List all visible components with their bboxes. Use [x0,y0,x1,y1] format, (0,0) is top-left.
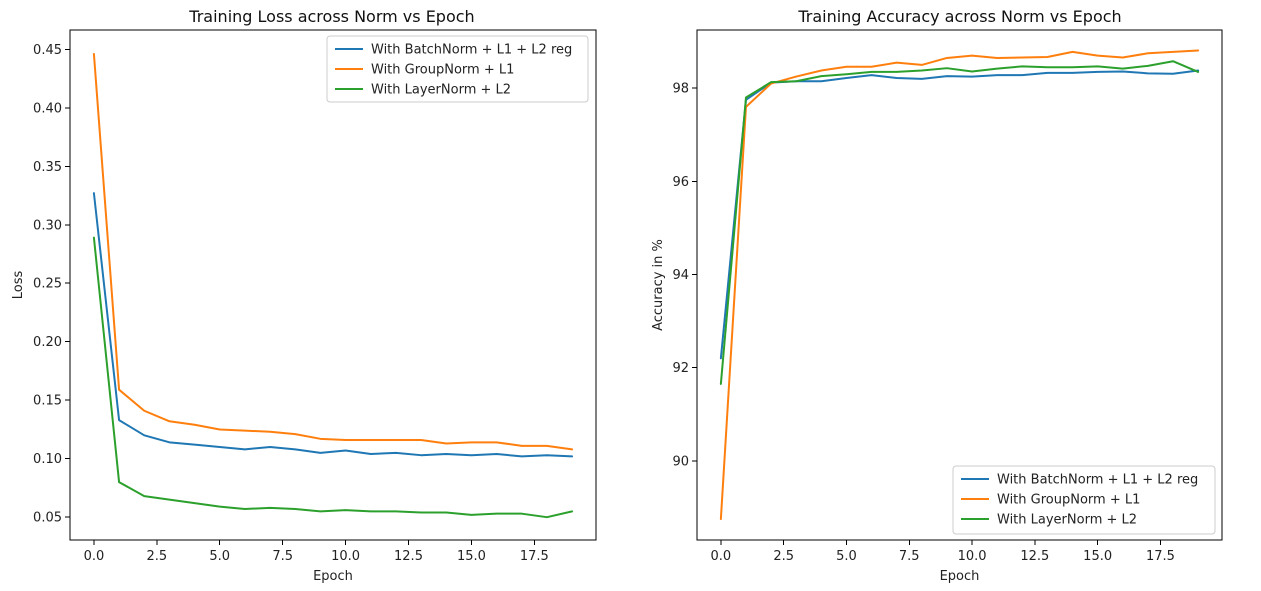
y-tick-label: 0.45 [33,43,62,58]
y-tick-label: 96 [672,175,689,190]
legend-entry-3: With LayerNorm + L2 [997,513,1137,528]
series-line-1 [719,69,1200,360]
legend-box [326,35,589,103]
legend-entry-2: With GroupNorm + L1 [371,63,514,78]
y-axis-label: Loss [11,271,26,300]
legend-entry-1: With BatchNorm + L1 + L2 reg [997,473,1198,488]
series-line-3 [92,236,574,519]
series-line-3 [719,60,1200,385]
legend-entry-2: With GroupNorm + L1 [997,493,1140,508]
legend-entry-3: With LayerNorm + L2 [371,83,511,98]
x-tick-label: 0.0 [84,549,105,564]
plot-frame [696,29,1223,541]
y-tick-label: 0.05 [33,511,62,526]
legend: With BatchNorm + L1 + L2 reg With GroupNo… [326,35,589,103]
y-tick-label: 90 [672,454,689,469]
loss-chart: Training Loss across Norm vs Epoch 0.0 2.5… [11,7,597,584]
y-tick-label: 98 [672,82,689,97]
chart-title: Training Accuracy across Norm vs Epoch [797,7,1121,26]
x-tick-label: 12.5 [1020,549,1049,564]
y-tick-label: 0.10 [33,452,62,467]
legend-entry-1: With BatchNorm + L1 + L2 reg [371,43,572,58]
series-line-1 [92,192,574,458]
y-axis-label: Accuracy in % [651,239,666,331]
x-axis-label: Epoch [313,569,353,584]
x-tick-label: 7.5 [899,549,920,564]
legend: With BatchNorm + L1 + L2 reg With GroupNo… [952,465,1216,535]
x-axis-label: Epoch [940,569,980,584]
x-tick-label: 15.0 [457,549,486,564]
chart-title: Training Loss across Norm vs Epoch [188,7,474,26]
x-tick-label: 2.5 [773,549,794,564]
series-line-2 [92,52,574,451]
x-tick-label: 7.5 [272,549,293,564]
y-tick-label: 0.20 [33,335,62,350]
legend-box [952,465,1216,535]
x-tick-label: 17.5 [1146,549,1175,564]
y-tick-label: 0.30 [33,218,62,233]
x-tick-label: 17.5 [520,549,549,564]
x-tick-label: 12.5 [394,549,423,564]
x-tick-label: 10.0 [331,549,360,564]
x-tick-label: 10.0 [958,549,987,564]
x-tick-label: 5.0 [836,549,857,564]
x-tick-label: 15.0 [1083,549,1112,564]
plot-frame [69,29,597,541]
y-tick-label: 0.15 [33,394,62,409]
y-tick-label: 94 [672,268,689,283]
x-tick-label: 5.0 [209,549,230,564]
series-line-2 [719,49,1200,521]
y-tick-label: 0.25 [33,277,62,292]
y-tick-label: 92 [672,361,689,376]
y-tick-label: 0.40 [33,101,62,116]
y-tick-label: 0.35 [33,160,62,175]
accuracy-chart: Training Accuracy across Norm vs Epoch 0.… [651,7,1223,584]
x-tick-label: 2.5 [146,549,167,564]
x-tick-label: 0.0 [711,549,732,564]
